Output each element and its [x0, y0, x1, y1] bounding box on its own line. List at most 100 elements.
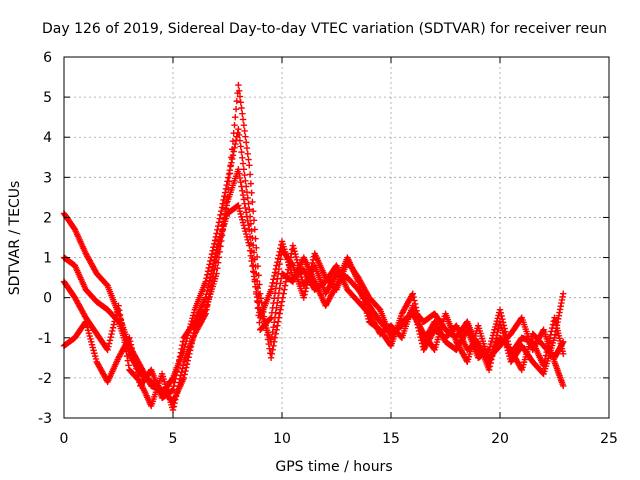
data-point	[89, 344, 97, 351]
data-point	[415, 327, 423, 335]
data-point	[241, 200, 248, 207]
data-point	[247, 180, 255, 187]
y-tick-label: 0	[43, 291, 52, 307]
y-axis-label: SDTVAR / TECUs	[7, 181, 23, 296]
data-point	[410, 305, 417, 313]
data-point	[249, 198, 256, 206]
data-point	[226, 166, 234, 174]
data-point	[227, 163, 234, 170]
data-point	[235, 81, 242, 89]
data-point	[274, 322, 281, 329]
data-point	[238, 148, 245, 156]
data-point	[179, 342, 186, 349]
data-point	[278, 298, 286, 305]
data-point	[486, 363, 494, 370]
data-point	[271, 319, 278, 326]
data-point	[205, 280, 213, 288]
data-point	[237, 210, 244, 218]
data-point	[249, 268, 257, 275]
data-point	[119, 325, 126, 332]
data-point	[171, 379, 178, 386]
data-point	[308, 262, 315, 270]
data-point	[247, 252, 255, 260]
data-point	[274, 255, 282, 262]
x-axis-label: GPS time / hours	[275, 459, 392, 475]
y-tick-label: -3	[38, 411, 52, 427]
data-point	[244, 236, 251, 243]
data-point	[172, 375, 179, 382]
data-point	[239, 110, 246, 117]
data-point	[271, 295, 278, 302]
data-point	[359, 295, 367, 303]
data-point	[228, 155, 236, 163]
data-point	[254, 305, 262, 312]
data-point	[90, 347, 97, 354]
y-tick-label: 3	[43, 170, 52, 186]
data-point	[253, 288, 260, 296]
data-point	[91, 352, 99, 360]
data-point	[118, 320, 125, 328]
x-tick-label: 5	[169, 431, 178, 447]
data-point	[83, 321, 90, 328]
data-point	[497, 309, 504, 317]
data-point	[271, 272, 278, 280]
data-point	[215, 219, 223, 226]
data-point	[274, 258, 281, 266]
data-point	[178, 345, 185, 353]
data-point	[239, 160, 247, 167]
data-point	[411, 297, 418, 304]
data-point	[219, 200, 227, 207]
data-point	[494, 315, 501, 322]
data-point	[490, 346, 497, 353]
data-point	[202, 310, 209, 317]
data-point	[211, 253, 219, 260]
y-tick-label: 6	[43, 50, 52, 66]
data-point	[492, 335, 500, 343]
data-point	[241, 127, 248, 135]
data-point	[217, 211, 224, 219]
data-point	[545, 338, 553, 345]
data-point	[225, 174, 232, 181]
data-point	[243, 144, 251, 152]
data-point	[237, 179, 244, 186]
data-point	[253, 293, 261, 301]
data-point	[238, 104, 245, 112]
data-point	[267, 354, 275, 362]
x-tick-label: 15	[382, 431, 400, 447]
data-point	[203, 306, 210, 313]
data-point	[174, 364, 181, 371]
data-point	[105, 340, 113, 347]
data-point	[246, 171, 254, 178]
data-point	[270, 276, 277, 283]
data-point	[237, 143, 244, 150]
data-point	[494, 328, 501, 336]
data-point	[178, 368, 185, 376]
data-point	[212, 249, 220, 257]
data-point	[242, 230, 250, 238]
y-tick-label: 2	[43, 210, 52, 226]
data-point	[179, 362, 187, 369]
data-point	[172, 393, 180, 400]
data-point	[106, 337, 114, 344]
data-point	[82, 318, 89, 325]
data-point	[232, 105, 240, 113]
data-point	[179, 338, 187, 345]
data-point	[229, 152, 237, 159]
data-point	[242, 139, 250, 146]
data-point	[241, 225, 248, 232]
data-point	[208, 266, 216, 274]
data-point	[170, 382, 177, 390]
data-point	[496, 318, 504, 325]
data-point	[492, 339, 499, 346]
y-tick-label: 5	[43, 90, 52, 106]
data-point	[125, 362, 132, 369]
data-point	[236, 207, 244, 215]
data-point	[275, 252, 283, 259]
data-point	[251, 226, 258, 233]
data-point	[488, 356, 495, 363]
data-point	[560, 350, 567, 358]
data-point	[497, 321, 504, 328]
data-point	[303, 281, 311, 289]
data-point	[133, 365, 140, 372]
